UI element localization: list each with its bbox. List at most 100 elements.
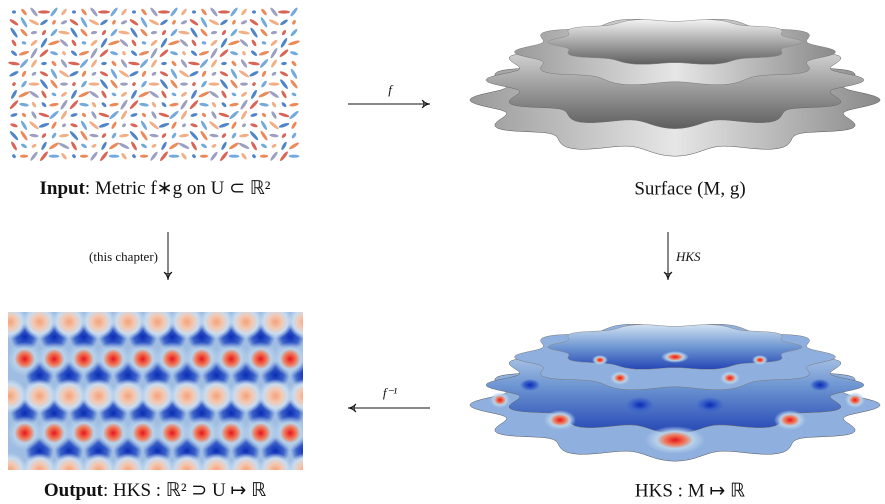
metric-ellipse [29,7,38,18]
metric-ellipse [200,80,208,88]
metric-ellipse [109,7,118,18]
metric-ellipse [48,110,59,120]
metric-ellipse [219,18,228,26]
hot-blob [23,379,57,413]
metric-ellipse [30,59,38,69]
metric-ellipse [260,8,267,16]
metric-ellipse [229,7,238,18]
metric-ellipse [130,141,138,151]
hot-blob [288,305,322,339]
metric-ellipse [120,19,128,25]
metric-ellipse [19,130,28,141]
metric-ellipse [91,31,98,35]
metric-ellipse [191,154,196,159]
metric-ellipse [128,61,140,66]
metric-ellipse [161,132,167,138]
metric-ellipse [240,58,248,68]
metric-ellipse [241,50,246,56]
metric-ellipse [10,50,18,57]
metric-ellipse [228,40,240,47]
metric-ellipse [230,121,237,130]
metric-ellipse [190,123,198,128]
metric-ellipse [219,70,229,77]
metric-ellipse [200,16,209,28]
metric-ellipse [281,132,287,138]
hot-blob [126,342,160,376]
hot-blob [273,342,307,376]
hot-spot [610,371,630,385]
metric-ellipse [188,61,200,66]
metric-ellipse [58,142,70,150]
metric-ellipse [80,155,88,158]
metric-ellipse [199,58,209,69]
metric-ellipse [238,69,250,78]
metric-ellipse [211,31,218,35]
metric-ellipse [130,123,138,128]
metric-ellipse [158,10,170,13]
metric-ellipse [208,82,219,85]
metric-ellipse [88,18,100,26]
metric-ellipse [111,132,117,139]
metric-ellipse [70,141,78,151]
metric-ellipse [69,99,79,110]
metric-ellipse [228,141,239,150]
metric-ellipse [130,112,138,117]
metric-ellipse [69,130,79,141]
metric-ellipse [150,39,159,47]
metric-ellipse [269,7,278,18]
hot-blob [67,416,101,450]
metric-ellipse [69,18,79,26]
metric-ellipse [211,71,217,77]
metric-ellipse [259,102,269,107]
metric-ellipse [179,38,189,47]
hot-blob [303,416,337,450]
metric-ellipse [218,122,230,129]
metric-ellipse [180,110,188,121]
metric-ellipse [129,27,138,39]
hot-blob [244,416,278,450]
metric-ellipse [158,122,170,129]
metric-ellipse [189,99,199,110]
metric-ellipse [121,123,126,128]
metric-ellipse [28,90,39,99]
metric-ellipse [251,39,258,47]
metric-ellipse [200,143,207,149]
metric-ellipse [129,130,139,141]
metric-ellipse [38,122,50,129]
metric-ellipse [10,123,18,128]
metric-ellipse [98,10,110,13]
metric-ellipse [291,92,297,97]
metric-ellipse [160,141,167,151]
metric-ellipse [178,30,190,35]
metric-ellipse [31,143,37,148]
metric-ellipse [108,141,119,150]
metric-ellipse [141,112,147,118]
metric-ellipse [89,133,99,137]
metric-ellipse [130,89,138,100]
metric-ellipse [89,151,98,162]
metric-ellipse [199,28,208,37]
metric-ellipse [70,123,78,128]
metric-ellipse [12,10,16,13]
metric-ellipse [240,82,248,85]
metric-ellipse [60,19,68,25]
hot-blob [200,379,234,413]
metric-ellipse [129,99,139,110]
metric-ellipse [48,40,60,47]
metric-ellipse [260,120,268,131]
metric-ellipse [271,31,278,35]
metric-ellipse [192,10,196,13]
metric-ellipse [171,132,177,139]
metric-ellipse [148,90,159,99]
metric-ellipse [58,30,70,35]
metric-ellipse [249,99,259,110]
hot-blob [259,305,293,339]
metric-ellipse [221,101,227,108]
metric-ellipse [200,155,208,158]
metric-ellipse [90,39,99,47]
metric-ellipse [240,110,248,121]
metric-ellipse [268,82,279,85]
metric-ellipse [41,132,47,138]
metric-ellipse [100,37,109,48]
metric-ellipse [39,151,49,162]
